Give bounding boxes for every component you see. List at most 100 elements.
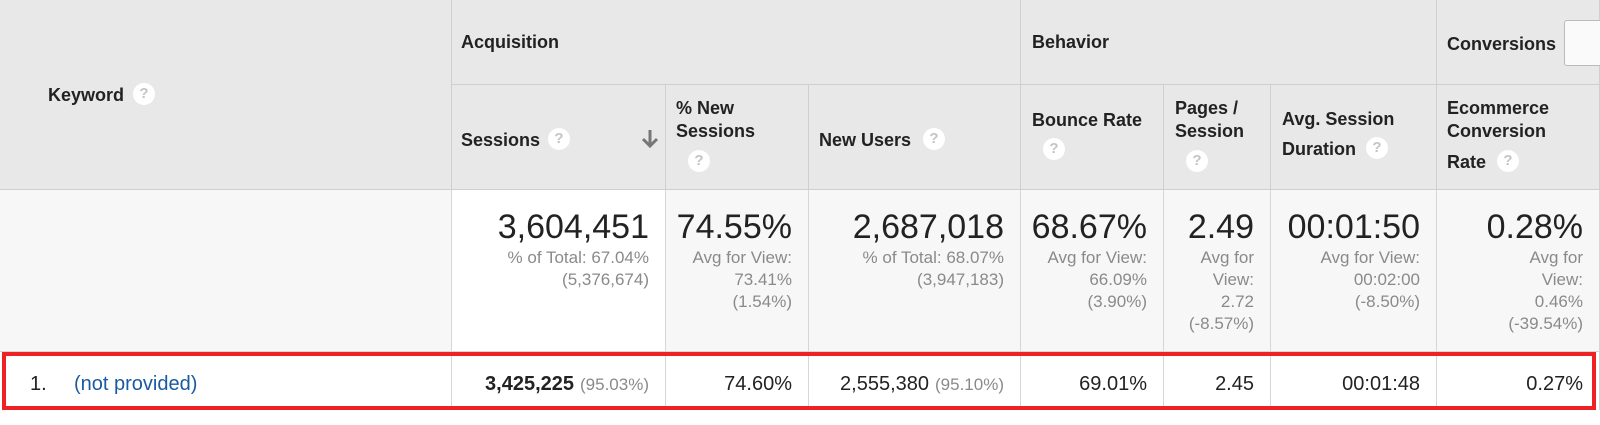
column-header-ecommerce-conversion-rate[interactable]: Ecommerce Conversion Rate ? — [1437, 85, 1600, 190]
acquisition-group-header: Acquisition — [452, 0, 1021, 85]
ecommerce-label-line3: Rate — [1447, 152, 1487, 172]
totals-keyword-cell — [0, 190, 452, 352]
row-avg-session-duration: 00:01:48 — [1342, 373, 1420, 395]
totals-sub-line: Avg for View: — [1047, 248, 1147, 267]
totals-pct-new-sessions: 74.55% Avg for View: 73.41% (1.54%) — [666, 190, 809, 352]
row-ecommerce-cell: 0.27% — [1437, 352, 1600, 410]
totals-sub-line: (3.90%) — [1087, 292, 1147, 311]
sessions-label: Sessions — [461, 130, 541, 150]
pages-session-label-line1: Pages / — [1175, 98, 1239, 118]
pages-session-label-line2: Session — [1175, 121, 1245, 141]
totals-sub-line: (-8.57%) — [1188, 314, 1254, 333]
totals-pct-new-sessions-sub: Avg for View: 73.41% (1.54%) — [692, 247, 792, 313]
column-header-pct-new-sessions[interactable]: % New Sessions ? — [666, 85, 809, 190]
row-sessions-pct: (95.03%) — [580, 375, 649, 394]
totals-sessions: 3,604,451 % of Total: 67.04% (5,376,674) — [452, 190, 666, 352]
totals-sub-line: (3,947,183) — [917, 270, 1004, 289]
row-bounce-rate: 69.01% — [1079, 373, 1147, 395]
help-icon[interactable]: ? — [688, 150, 710, 172]
new-users-label: New Users — [819, 130, 912, 150]
row-new-users-pct: (95.10%) — [935, 375, 1004, 394]
avg-session-duration-label-line1: Avg. Session — [1282, 109, 1395, 129]
totals-pages-session-sub: Avg for View: 2.72 (-8.57%) — [1189, 247, 1254, 335]
totals-avg-session-duration-value: 00:01:50 — [1287, 208, 1420, 246]
totals-sub-line: 66.09% — [1089, 270, 1147, 289]
row-pct-new-sessions: 74.60% — [724, 373, 792, 395]
totals-pct-new-sessions-value: 74.55% — [676, 208, 792, 246]
totals-avg-session-duration: 00:01:50 Avg for View: 00:02:00 (-8.50%) — [1271, 190, 1437, 352]
arrow-down-icon[interactable] — [640, 128, 660, 150]
totals-sub-line: % of Total: 68.07% — [862, 248, 1004, 267]
totals-sub-line: Avg for — [1529, 248, 1583, 267]
column-header-bounce-rate[interactable]: Bounce Rate ? — [1021, 85, 1164, 190]
column-header-new-users[interactable]: New Users ? — [809, 85, 1021, 190]
row-pages-session: 2.45 — [1215, 373, 1254, 395]
totals-pages-session-value: 2.49 — [1187, 208, 1254, 246]
help-icon[interactable]: ? — [1497, 150, 1519, 172]
help-icon[interactable]: ? — [923, 128, 945, 150]
totals-sub-line: 2.72 — [1220, 292, 1254, 311]
totals-sub-line: (-39.54%) — [1508, 314, 1583, 333]
behavior-group-header: Behavior — [1021, 0, 1437, 85]
keyword-header-cell: Keyword ? — [0, 0, 452, 190]
totals-sessions-sub-line: (5,376,674) — [562, 270, 649, 289]
totals-sub-line: 73.41% — [734, 270, 792, 289]
totals-sub-line: Avg for — [1200, 248, 1254, 267]
row-sessions: 3,425,225 (95.03%) — [485, 373, 649, 396]
row-index: 1. — [30, 373, 47, 395]
totals-new-users-sub: % of Total: 68.07% (3,947,183) — [863, 247, 1004, 291]
acquisition-label: Acquisition — [461, 32, 559, 52]
totals-ecommerce-value: 0.28% — [1486, 208, 1583, 246]
row-bounce-rate-cell: 69.01% — [1021, 352, 1164, 410]
totals-ecommerce-conversion-rate: 0.28% Avg for View: 0.46% (-39.54%) — [1437, 190, 1600, 352]
behavior-label: Behavior — [1032, 32, 1110, 52]
pct-new-sessions-label-line2: Sessions — [676, 121, 756, 141]
totals-bounce-rate-sub: Avg for View: 66.09% (3.90%) — [1047, 247, 1147, 313]
row-avg-session-duration-cell: 00:01:48 — [1271, 352, 1437, 410]
keyword-header[interactable]: Keyword — [48, 85, 125, 105]
conversions-group-header: Conversions — [1437, 0, 1600, 85]
row-pct-new-sessions-cell: 74.60% — [666, 352, 809, 410]
help-icon[interactable]: ? — [133, 83, 155, 105]
totals-bounce-rate: 68.67% Avg for View: 66.09% (3.90%) — [1021, 190, 1164, 352]
avg-session-duration-label-line2: Duration — [1282, 139, 1356, 159]
totals-ecommerce-sub: Avg for View: 0.46% (-39.54%) — [1508, 247, 1583, 335]
row-sessions-value: 3,425,225 — [485, 373, 575, 395]
column-header-avg-session-duration[interactable]: Avg. Session Duration ? — [1271, 85, 1437, 190]
ecommerce-label-line2: Conversion — [1447, 121, 1547, 141]
help-icon[interactable]: ? — [548, 128, 570, 150]
column-header-sessions[interactable]: Sessions ? — [452, 85, 666, 190]
row-keyword-cell: 1. (not provided) — [0, 352, 452, 410]
totals-new-users: 2,687,018 % of Total: 68.07% (3,947,183) — [809, 190, 1021, 352]
help-icon[interactable]: ? — [1186, 150, 1208, 172]
totals-avg-session-duration-sub: Avg for View: 00:02:00 (-8.50%) — [1320, 247, 1420, 313]
totals-sessions-value: 3,604,451 — [497, 208, 649, 246]
row-sessions-cell: 3,425,225 (95.03%) — [452, 352, 666, 410]
bounce-rate-label: Bounce Rate — [1032, 110, 1143, 130]
row-pages-session-cell: 2.45 — [1164, 352, 1271, 410]
column-header-pages-session[interactable]: Pages / Session ? — [1164, 85, 1271, 190]
ecommerce-label-line1: Ecommerce — [1447, 98, 1550, 118]
totals-sub-line: Avg for View: — [692, 248, 792, 267]
totals-new-users-value: 2,687,018 — [852, 208, 1004, 246]
pct-new-sessions-label-line1: % New — [676, 98, 735, 118]
totals-bounce-rate-value: 68.67% — [1031, 208, 1147, 246]
row-new-users-cell: 2,555,380 (95.10%) — [809, 352, 1021, 410]
totals-sessions-sub: % of Total: 67.04% (5,376,674) — [508, 247, 649, 291]
totals-sub-line: (-8.50%) — [1354, 292, 1420, 311]
row-new-users-value: 2,555,380 — [840, 373, 930, 395]
help-icon[interactable]: ? — [1043, 138, 1065, 160]
totals-sub-line: Avg for View: — [1320, 248, 1420, 267]
row-new-users: 2,555,380 (95.10%) — [840, 373, 1004, 396]
totals-sub-line: View: — [1541, 270, 1583, 289]
help-icon[interactable]: ? — [1366, 137, 1388, 159]
goal-selector-edge[interactable] — [1564, 20, 1600, 66]
conversions-label: Conversions — [1447, 34, 1557, 54]
totals-sub-line: 00:02:00 — [1353, 270, 1420, 289]
totals-sub-line: 0.46% — [1534, 292, 1583, 311]
totals-sub-line: (1.54%) — [732, 292, 792, 311]
keyword-link[interactable]: (not provided) — [74, 373, 198, 395]
totals-sessions-sub-line: % of Total: 67.04% — [507, 248, 649, 267]
row-ecommerce-conversion-rate: 0.27% — [1526, 373, 1583, 395]
totals-sub-line: View: — [1212, 270, 1254, 289]
